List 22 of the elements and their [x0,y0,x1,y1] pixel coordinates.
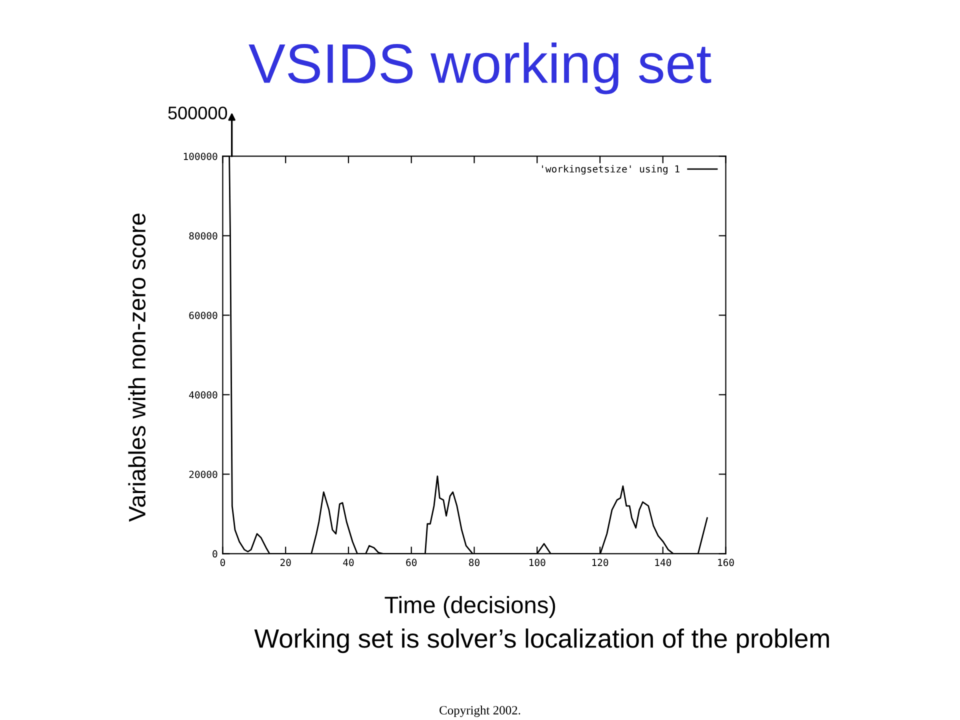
x-tick-label: 0 [220,558,226,566]
y-tick-label: 60000 [189,312,218,320]
x-tick-label: 60 [406,558,417,566]
y-tick-label: 80000 [189,232,218,240]
text: Copyright 2002. [440,706,520,718]
x-tick-label: 120 [592,558,608,566]
y-tick-label: 40000 [189,391,218,399]
x-tick-label: 20 [280,558,291,566]
x-tick-label: 140 [655,558,672,566]
x-tick-label: 80 [469,558,480,566]
y-tick-label: 20000 [189,470,218,478]
chart-title: VSIDS working set [248,42,712,94]
text: 500000 [168,106,228,120]
x-tick-label: 160 [718,558,734,566]
x-axis-title: Time (decisions) [384,596,556,618]
x-tick-label: 100 [530,558,546,566]
x-tick-label: 40 [343,558,354,566]
y-axis-title: Variables with non-zero score [128,214,146,522]
y-tick-label: 0 [212,550,218,558]
legend-label: 'workingsetsize' using 1 [542,165,680,175]
text: Working set is solver’s localization of the problem [254,628,829,654]
y-tick-label: 100000 [184,152,218,160]
